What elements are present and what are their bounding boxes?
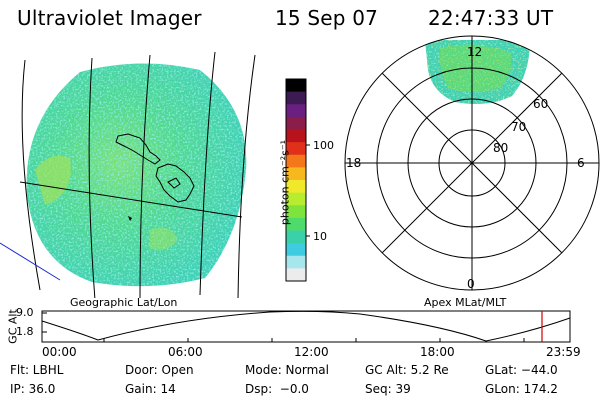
info-seq: Seq: 39	[365, 382, 411, 396]
time-tick-0000: 00:00	[42, 345, 77, 359]
colorbar	[286, 79, 306, 282]
apex-panel-label: Apex MLat/MLT	[424, 296, 507, 309]
observation-time: 22:47:33 UT	[428, 6, 554, 30]
colorbar-tick-100: 100	[313, 139, 334, 152]
time-tick-0600: 06:00	[168, 345, 203, 359]
auroral-oval-patch	[425, 40, 530, 104]
colorbar-frame	[285, 78, 307, 282]
time-tick-1800: 18:00	[420, 345, 455, 359]
colorbar-band	[286, 129, 306, 143]
altitude-frame	[41, 310, 571, 343]
colorbar-tick-10: 10	[313, 230, 327, 243]
altitude-ytick-low: 1.8	[16, 325, 34, 338]
mlat-label-60: 60	[533, 97, 549, 111]
time-tick-1200: 12:00	[294, 345, 329, 359]
mlat-label-70: 70	[511, 120, 527, 134]
coastline-outline	[115, 133, 195, 203]
colorbar-band	[286, 192, 306, 206]
earth-disk	[26, 63, 247, 287]
colorbar-band	[286, 255, 306, 269]
info-mode: Mode: Normal	[245, 363, 329, 377]
instrument-title: Ultraviolet Imager	[17, 6, 202, 30]
geographic-image-panel	[0, 51, 256, 298]
colorbar-band	[286, 79, 306, 93]
info-ip: IP: 36.0	[10, 382, 56, 396]
colorbar-band	[286, 142, 306, 156]
colorbar-band	[286, 217, 306, 232]
info-glon: GLon: 174.2	[485, 382, 558, 396]
colorbar-band	[286, 243, 306, 257]
polar-plot	[344, 35, 600, 291]
info-door: Door: Open	[125, 363, 194, 377]
colorbar-band	[286, 91, 306, 105]
colorbar-unit-label: photon cm⁻²s⁻¹	[278, 139, 292, 226]
mlt-label-6: 6	[577, 156, 585, 170]
mlat-label-80: 80	[493, 141, 509, 155]
altitude-plot	[41, 310, 571, 343]
altitude-ytick-high: 9.0	[16, 306, 34, 319]
observation-date: 15 Sep 07	[275, 6, 379, 30]
geographic-panel-label: Geographic Lat/Lon	[70, 296, 178, 309]
mlt-label-12: 12	[467, 45, 483, 59]
colorbar-band	[286, 268, 306, 282]
terminator-line	[0, 242, 61, 281]
mlt-label-18: 18	[346, 156, 362, 170]
latitude-line	[19, 181, 243, 218]
mlt-label-0: 0	[467, 277, 475, 291]
info-glat: GLat: −44.0	[485, 363, 558, 377]
info-gc-alt: GC Alt: 5.2 Re	[365, 363, 449, 377]
colorbar-band	[286, 167, 306, 181]
altitude-trace	[41, 310, 571, 342]
colorbar-band	[286, 154, 306, 168]
colorbar-band	[286, 205, 306, 219]
info-filter: Flt: LBHL	[10, 363, 64, 377]
colorbar-band	[286, 116, 306, 131]
longitude-lines	[21, 51, 256, 298]
colorbar-band	[286, 104, 306, 118]
info-gain: Gain: 14	[125, 382, 176, 396]
colorbar-band	[286, 230, 306, 244]
info-dsp: Dsp: −0.0	[245, 382, 309, 396]
time-tick-2359: 23:59	[546, 345, 581, 359]
colorbar-band	[286, 180, 306, 194]
